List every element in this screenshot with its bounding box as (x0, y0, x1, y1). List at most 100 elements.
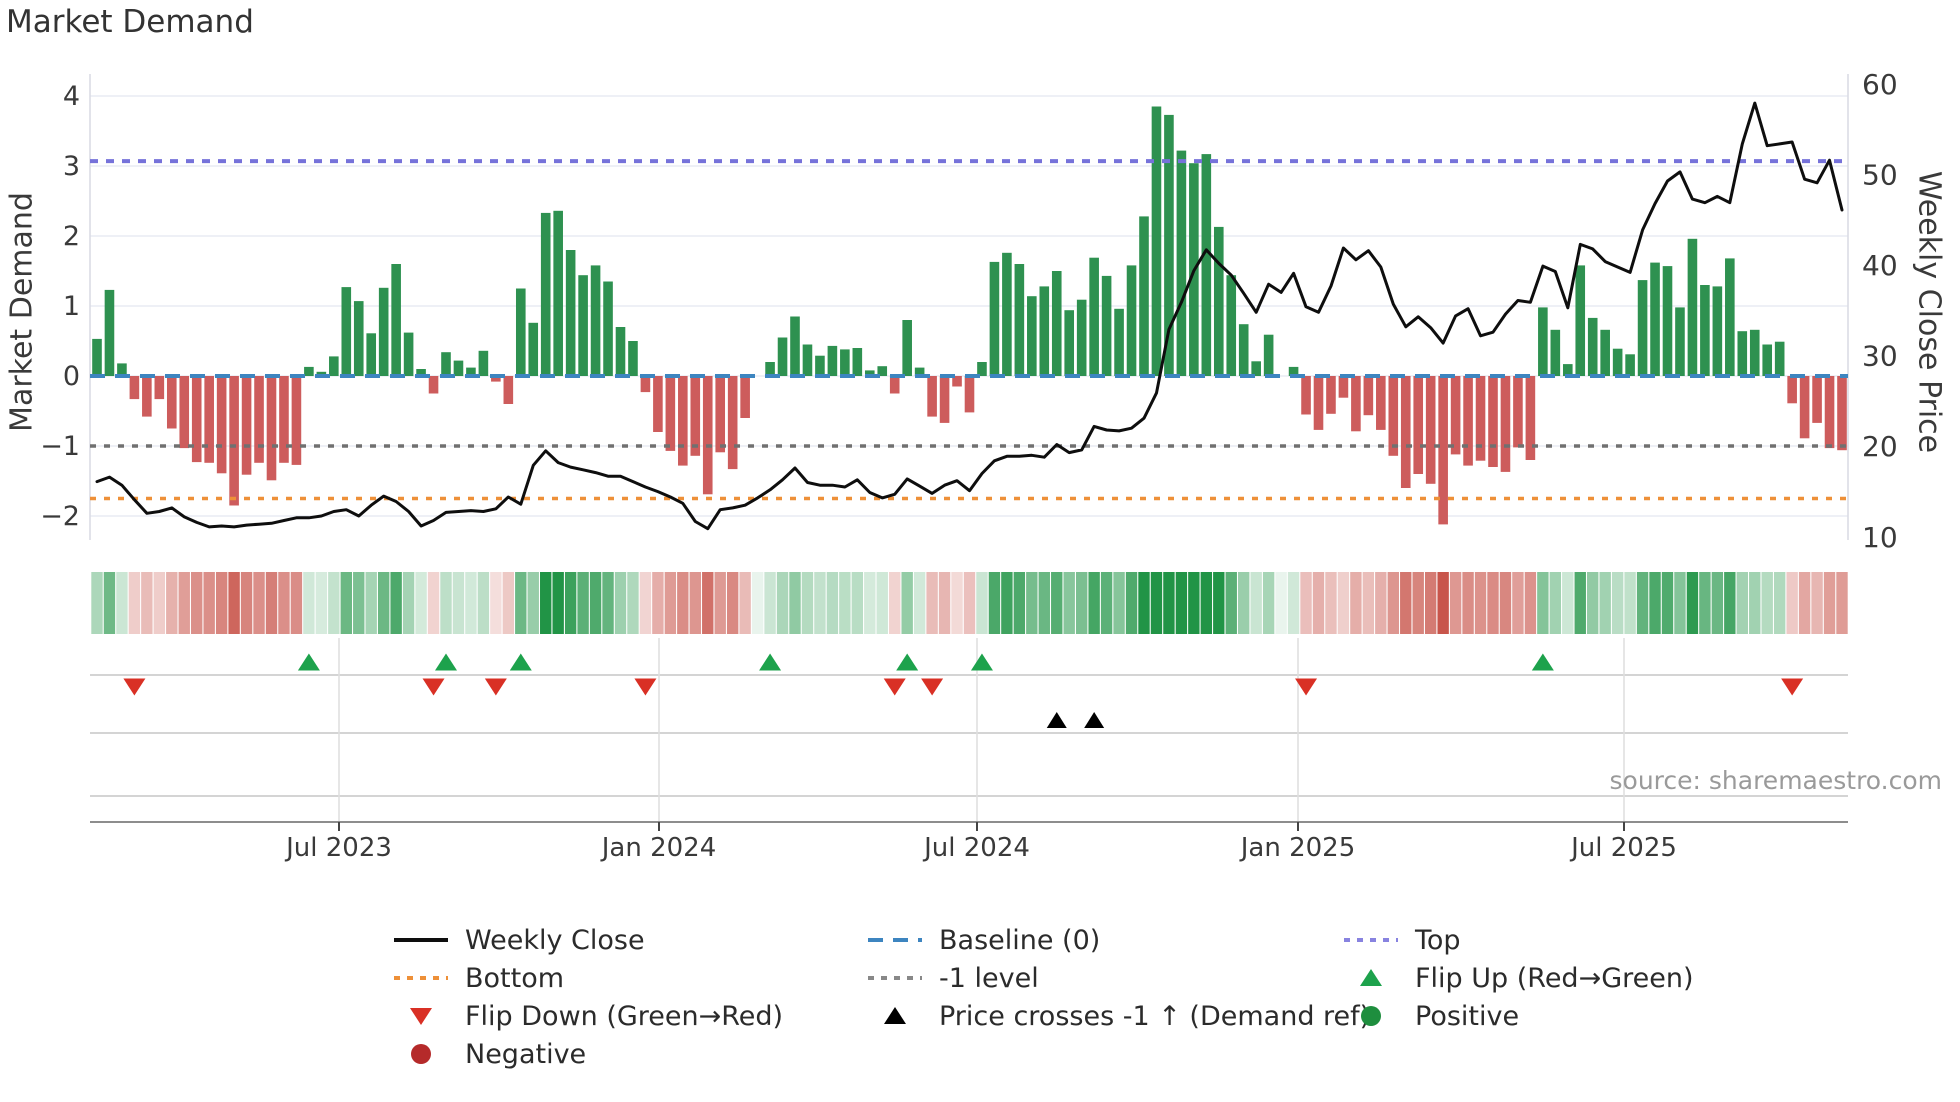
demand-bar (1475, 376, 1486, 461)
heat-cell (1798, 572, 1811, 634)
heat-cell (726, 572, 739, 634)
demand-bar (1538, 307, 1548, 376)
demand-bar (1201, 154, 1212, 376)
flip-up-marker (509, 653, 532, 671)
flip-up-marker (759, 653, 782, 671)
legend-item-flip-up-red-green: Flip Up (Red→Green) (1342, 959, 1694, 997)
demand-bar (291, 376, 302, 465)
demand-bar (1550, 329, 1561, 376)
demand-bar (540, 212, 551, 376)
legend-item-label: Weekly Close (465, 924, 645, 956)
triangle-up-icon (866, 1004, 924, 1028)
flip-down-marker (1781, 678, 1804, 696)
demand-bar (989, 261, 1000, 376)
demand-bar (827, 345, 838, 376)
demand-bar (1388, 376, 1399, 456)
demand-bar (1413, 376, 1424, 474)
demand-bar (1799, 376, 1810, 439)
demand-bar (1725, 258, 1735, 376)
demand-bar (1251, 361, 1261, 376)
demand-bar (790, 316, 800, 376)
demand-bar (528, 322, 539, 376)
heat-cell (1611, 572, 1624, 634)
heat-cell (1786, 572, 1798, 634)
heat-cell (1512, 572, 1524, 634)
demand-bar (129, 376, 140, 400)
demand-bar (142, 376, 152, 417)
demand-bar (1749, 329, 1760, 376)
demand-bar (1263, 334, 1274, 376)
right-axis-tick-label: 60 (1862, 68, 1898, 101)
flip-up-marker (970, 653, 993, 671)
demand-bar (1687, 238, 1698, 376)
demand-bar (864, 370, 875, 376)
demand-bar (603, 281, 613, 376)
heat-cell (315, 572, 328, 634)
line-swatch-icon (392, 966, 450, 990)
heat-cell (1325, 572, 1337, 634)
weekly-close-line (95, 101, 1844, 531)
demand-bar (366, 333, 377, 376)
demand-bar (204, 376, 214, 463)
heat-cell (215, 572, 228, 634)
heat-cell (91, 572, 103, 634)
heat-cell (490, 572, 502, 634)
heat-cell (1823, 572, 1836, 634)
demand-bar (1587, 317, 1598, 376)
demand-bar (1438, 376, 1448, 525)
flip-down-marker (921, 678, 944, 696)
legend-item-bottom: Bottom (392, 959, 866, 997)
heat-cell (440, 572, 452, 634)
heat-cell (1574, 572, 1586, 634)
heat-cell (577, 572, 589, 634)
demand-bar (1774, 341, 1785, 376)
flip-up-marker (896, 653, 919, 671)
heat-cell (1051, 572, 1063, 634)
demand-bar (341, 287, 352, 376)
heat-cell (203, 572, 215, 634)
right-axis-tick-label: 30 (1862, 340, 1898, 373)
demand-bar (665, 376, 676, 451)
legend-item-positive: Positive (1342, 997, 1694, 1035)
demand-bar (1712, 286, 1723, 376)
demand-bar (1151, 106, 1162, 376)
demand-bar (1650, 262, 1660, 376)
heat-cell (1038, 572, 1050, 634)
right-axis-tick-label: 10 (1862, 521, 1898, 554)
flip-down-marker (883, 678, 906, 696)
heat-cell (926, 572, 938, 634)
demand-bar (628, 341, 638, 376)
heat-cell (515, 572, 527, 634)
heat-cell (1711, 572, 1724, 634)
heat-cell (1225, 572, 1237, 634)
demand-bar (1400, 376, 1411, 488)
demand-bar (1139, 216, 1149, 376)
heat-cell (1836, 572, 1848, 634)
demand-bar (216, 376, 227, 474)
demand-bar (316, 371, 327, 376)
demand-bar (353, 301, 364, 376)
heat-cell (1599, 572, 1611, 634)
heat-cell (889, 572, 901, 634)
demand-bar (1600, 329, 1610, 376)
heat-cell (764, 572, 776, 634)
demand-bar (715, 376, 726, 453)
heat-cell (1275, 572, 1287, 634)
demand-bar (478, 350, 489, 376)
heat-cell (1125, 572, 1138, 634)
demand-bar (939, 376, 950, 423)
heat-cell (1686, 572, 1699, 634)
demand-bar (304, 366, 314, 376)
demand-bar (403, 332, 414, 376)
demand-bar (1288, 366, 1299, 376)
demand-bar (1787, 376, 1797, 404)
heat-cell (1150, 572, 1163, 634)
demand-bar (1338, 376, 1349, 398)
heat-cell (714, 572, 726, 634)
heat-cell (1350, 572, 1362, 634)
demand-bar (1114, 308, 1124, 376)
x-axis-tick-label: Jan 2024 (600, 833, 717, 863)
heat-cell (253, 572, 265, 634)
demand-bar (1700, 285, 1710, 376)
